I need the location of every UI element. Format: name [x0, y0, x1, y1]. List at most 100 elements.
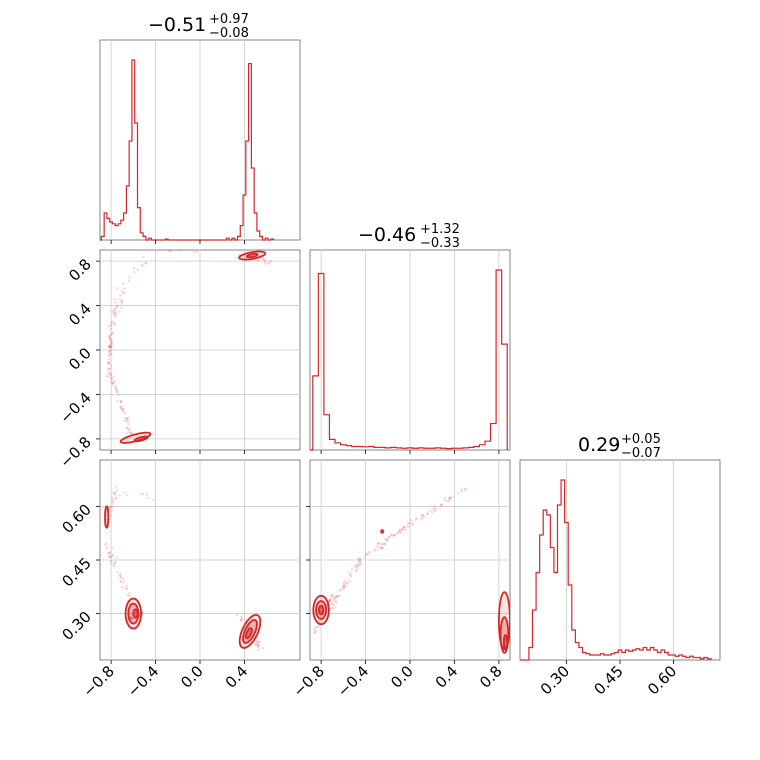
p1-vs-p2-point-94: [123, 291, 126, 294]
hist-param-3-steps: [520, 479, 712, 661]
hist-param-3-bin-33: [647, 650, 651, 660]
hist-param-3-bin-49: [704, 658, 708, 661]
p1-vs-p2-content: [106, 250, 272, 444]
p1-vs-p3-point-55: [119, 576, 123, 579]
p2-vs-p3-point-14: [346, 582, 349, 585]
hist-param-2-bin-30: [479, 445, 485, 450]
p1-vs-p3-point-0: [111, 502, 114, 505]
hist-param-1-bin-29: [265, 238, 268, 240]
p1-vs-p3-point-128: [125, 494, 129, 497]
p2-vs-p3-point-105: [456, 491, 460, 495]
p2-vs-p3-point-121: [443, 498, 446, 502]
p1-vs-p3-point-40: [107, 552, 110, 555]
hist-param-2-bin-33: [496, 270, 502, 450]
p1-vs-p2-point-135: [168, 250, 171, 253]
p1-vs-p2-point-19: [114, 386, 117, 389]
hist-param-2-bin-16: [402, 448, 408, 450]
p2-vs-p3-point-69: [387, 536, 391, 539]
p1-vs-p2-point-104: [118, 310, 121, 313]
p1-vs-p2-point-15: [130, 432, 133, 435]
p2-vs-p3-point-67: [373, 548, 376, 551]
p2-vs-p3-content: [312, 487, 510, 654]
hist-param-1-bin-17: [165, 239, 168, 240]
p2-vs-p3-point-57: [376, 541, 380, 545]
p1-vs-p3-point-129: [146, 496, 150, 500]
hist-param-2-bin-21: [429, 448, 435, 450]
p1-vs-p3-point-41: [119, 572, 122, 576]
p1-vs-p3-point-119: [257, 648, 260, 651]
p2-vs-p3-point-113: [420, 515, 423, 518]
p2-vs-p3-point-39: [358, 560, 361, 563]
p2-vs-p3-point-31: [342, 586, 345, 590]
p1-vs-p2-point-102: [120, 300, 124, 303]
hist-param-2-bin-9: [363, 447, 369, 450]
hist-param-2-bin-1: [318, 274, 324, 450]
p2-vs-p3-point-86: [393, 534, 396, 537]
p2-vs-p3-point-42: [354, 566, 357, 569]
p1-vs-p2-point-92: [119, 294, 122, 297]
hist-param-3-bin-1: [533, 610, 537, 660]
hist-param-3-bin-27: [625, 650, 629, 660]
hist-param-3-bin-35: [654, 650, 658, 660]
p1-vs-p3-point-31: [115, 556, 118, 559]
p1-vs-p2-point-97: [114, 305, 117, 309]
p1-vs-p2-ytick-label-0: −0.8: [56, 433, 94, 471]
p1-vs-p2-point-76: [110, 342, 113, 346]
hist-param-1-bin-3: [110, 222, 113, 240]
p1-vs-p2-ytick-label-4: 0.8: [65, 255, 95, 285]
p1-vs-p2-point-112: [114, 315, 117, 318]
p1-vs-p3-contour-6: [244, 627, 253, 640]
hist-param-3-bin-0: [529, 648, 533, 661]
p1-vs-p2-point-87: [110, 341, 114, 344]
p2-vs-p3-point-44: [356, 564, 359, 567]
p2-vs-p3-point-87: [374, 549, 377, 552]
hist-param-2-bin-7: [352, 446, 358, 450]
p1-vs-p3-point-12: [111, 505, 114, 508]
p1-vs-p2-ytick-label-1: −0.4: [56, 389, 94, 427]
p2-vs-p3-point-5: [356, 563, 360, 567]
p1-vs-p2-point-10: [120, 401, 123, 404]
p2-vs-p3-point-60: [379, 546, 382, 549]
hist-param-3-bin-31: [640, 650, 644, 660]
p2-vs-p3-point-61: [381, 542, 384, 546]
p1-vs-p2-point-73: [108, 344, 111, 348]
p1-vs-p3-point-33: [125, 587, 128, 590]
p1-vs-p2-point-145: [263, 262, 267, 265]
p1-vs-p2-point-89: [107, 361, 110, 364]
p1-vs-p2-point-60: [107, 358, 111, 361]
p2-vs-p3-point-85: [390, 533, 393, 537]
p2-vs-p3-point-62: [376, 543, 379, 546]
hist-param-3-bin-40: [672, 655, 676, 660]
p1-vs-p3-point-37: [108, 555, 111, 558]
p1-vs-p3-point-71: [141, 610, 145, 613]
p1-vs-p2-point-72: [106, 344, 110, 348]
p1-vs-p3-point-104: [256, 645, 259, 649]
p1-vs-p2-point-13: [125, 419, 129, 423]
hist-param-3-bin-36: [658, 653, 662, 661]
p1-vs-p3-point-22: [114, 497, 117, 500]
p2-vs-p3-point-128: [443, 496, 447, 500]
p1-vs-p2-point-98: [112, 310, 115, 313]
hist-param-3-bin-4: [543, 510, 547, 660]
title-param-2: −0.46 +1.32 −0.33: [358, 222, 460, 251]
p2-vs-p3-point-8: [332, 596, 336, 600]
p1-vs-p3-point-27: [108, 506, 111, 510]
hist-param-1: [99, 39, 301, 244]
p1-vs-p3-point-10: [109, 506, 113, 509]
p2-vs-p3-point-123: [407, 521, 410, 525]
p2-vs-p3-point-19: [358, 560, 361, 563]
p2-vs-p3-xtick-label-2: 0.0: [387, 662, 417, 692]
hist-param-2-bin-34: [502, 344, 508, 450]
p1-vs-p3-point-121: [257, 645, 260, 648]
p2-vs-p3-point-127: [434, 506, 438, 510]
p1-vs-p2-point-23: [122, 409, 125, 412]
title-2-plus: +1.32: [420, 222, 460, 237]
p1-vs-p3-point-131: [145, 493, 148, 496]
p1-vs-p2-point-4: [109, 376, 113, 380]
p2-vs-p3-point-79: [364, 553, 367, 556]
p2-vs-p3-point-47: [331, 606, 335, 610]
p2-vs-p3-point-28: [335, 601, 338, 604]
p2-vs-p3-point-9: [335, 595, 339, 599]
p2-vs-p3-point-32: [342, 583, 346, 586]
